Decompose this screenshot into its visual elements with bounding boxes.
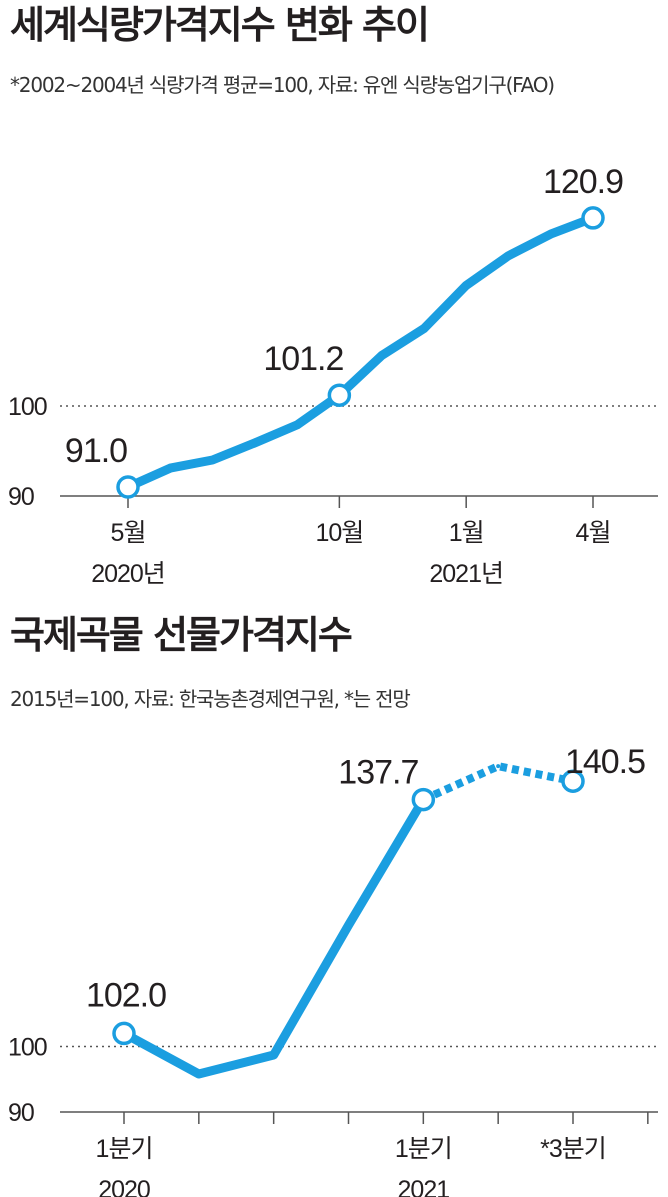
data-point <box>295 422 300 427</box>
data-point <box>346 923 351 928</box>
data-label: 101.2 <box>263 340 343 378</box>
data-point <box>379 353 384 358</box>
x-tick-label: *3분기 <box>540 1135 606 1163</box>
y-tick-label: 100 <box>8 393 47 421</box>
x-tick-sublabel: 2020 <box>98 1176 150 1197</box>
data-point-marker <box>327 383 352 407</box>
x-tick-label: 10월 <box>315 519 363 547</box>
x-tick-label: 1분기 <box>96 1135 153 1163</box>
data-point <box>506 253 511 258</box>
data-label: 140.5 <box>565 743 645 781</box>
x-tick-sublabel: 2020년 <box>91 560 165 588</box>
data-point <box>196 1072 201 1077</box>
data-point <box>464 283 469 288</box>
x-tick-label: 1분기 <box>395 1135 452 1163</box>
data-label: 137.7 <box>338 754 418 792</box>
y-tick-label: 90 <box>8 1099 34 1127</box>
data-point <box>210 458 215 462</box>
data-point <box>271 1053 276 1058</box>
data-label: 120.9 <box>543 163 623 201</box>
x-tick-sublabel: 2021 <box>398 1176 450 1197</box>
data-point-marker <box>561 769 585 793</box>
chart-1-subtitle: *2002~2004년 식량가격 평균=100, 자료: 유엔 식량농업기구(F… <box>10 73 555 97</box>
x-tick-label: 5월 <box>111 519 146 547</box>
series-line-forecast <box>421 762 574 804</box>
data-point <box>548 232 553 237</box>
data-point <box>496 764 501 769</box>
y-tick-label: 100 <box>8 1034 47 1062</box>
y-tick-label: 90 <box>8 483 34 511</box>
x-tick-sublabel: 2021년 <box>429 560 503 588</box>
series-line <box>119 795 428 1079</box>
data-point <box>421 326 426 331</box>
data-point-marker <box>112 1021 136 1046</box>
x-tick-label: 4월 <box>576 519 611 547</box>
chart-2-title: 국제곡물 선물가격지수 <box>10 613 353 657</box>
data-point-marker <box>116 475 140 499</box>
data-label: 102.0 <box>86 976 166 1014</box>
data-point <box>168 466 173 471</box>
food-price-index-chart: 90 100 5월 2020년 10월 1월 2021년 4월 91.0 101.2 120.9 <box>8 163 658 588</box>
data-point-marker <box>581 206 605 230</box>
data-point <box>252 440 257 445</box>
chart-1-title: 세계식량가격지수 변화 추이 <box>10 3 430 47</box>
x-tick-label: 1월 <box>449 519 484 547</box>
chart-2-subtitle: 2015년=100, 자료: 한국농촌경제연구원, *는 전망 <box>10 687 411 711</box>
data-label: 91.0 <box>65 432 127 470</box>
data-point-marker <box>411 787 436 812</box>
series-line <box>123 213 598 492</box>
